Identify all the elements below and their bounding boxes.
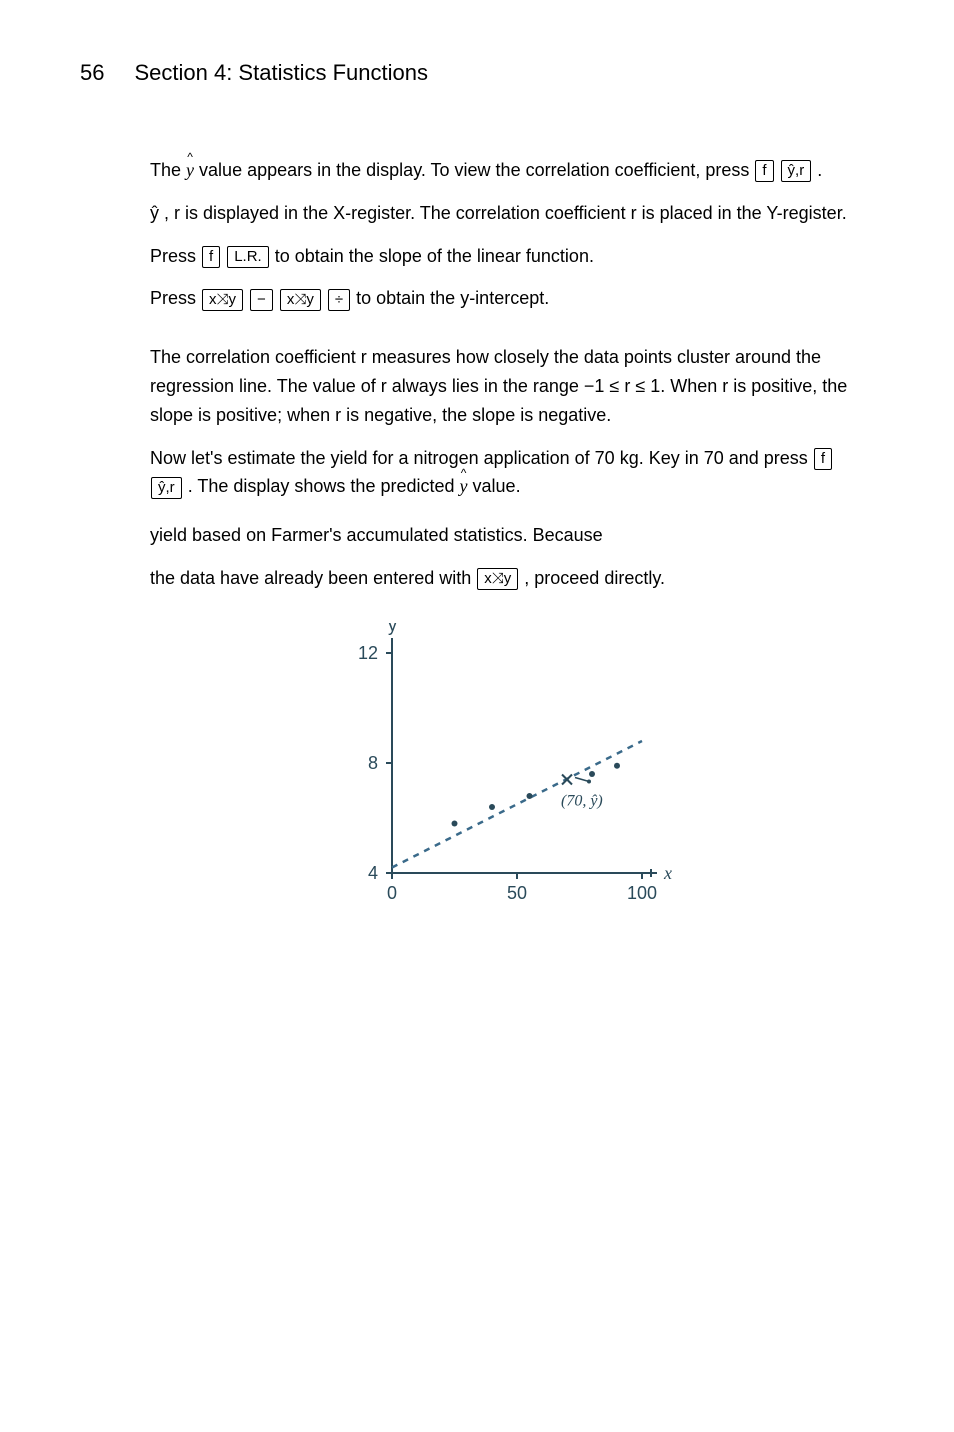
svg-text:4: 4 bbox=[368, 863, 378, 883]
text: value appears in the display. To view th… bbox=[199, 160, 754, 180]
key-minus: − bbox=[250, 289, 273, 311]
svg-text:y: y bbox=[388, 623, 397, 635]
text: Now let's estimate the yield for a nitro… bbox=[150, 448, 813, 468]
text: yield based on Farmer's accumulated stat… bbox=[150, 525, 603, 545]
svg-text:50: 50 bbox=[507, 883, 527, 903]
svg-text:8: 8 bbox=[368, 753, 378, 773]
paragraph-3: Press f L.R. to obtain the slope of the … bbox=[150, 242, 854, 271]
key-f: f bbox=[202, 246, 220, 268]
paragraph-7: yield based on Farmer's accumulated stat… bbox=[150, 521, 854, 550]
svg-text:12: 12 bbox=[358, 643, 378, 663]
le-symbol: ≤ bbox=[609, 376, 619, 396]
key-f: f bbox=[755, 160, 773, 182]
text: Press bbox=[150, 246, 201, 266]
paragraph-6: Now let's estimate the yield for a nitro… bbox=[150, 444, 854, 502]
key-lr: L.R. bbox=[227, 246, 269, 268]
chart-svg: 0 50 100 4 8 12 x y (70, ŷ) bbox=[332, 623, 672, 923]
text: value. bbox=[473, 476, 521, 496]
text: ŷ , r is displayed in the X-register. Th… bbox=[150, 203, 847, 223]
key-xswap: x⤨y bbox=[477, 568, 518, 590]
page-header: 56 Section 4: Statistics Functions bbox=[80, 60, 854, 86]
text: The bbox=[150, 160, 186, 180]
text: . The display shows the predicted bbox=[188, 476, 460, 496]
svg-text:x: x bbox=[663, 863, 672, 883]
paragraph-8: the data have already been entered with … bbox=[150, 564, 854, 593]
text: to obtain the slope of the linear functi… bbox=[275, 246, 594, 266]
text: the data have already been entered with bbox=[150, 568, 476, 588]
yhat-symbol: ^y bbox=[186, 156, 194, 185]
key-xswap: x⤨y bbox=[202, 289, 243, 311]
paragraph-2: ŷ , r is displayed in the X-register. Th… bbox=[150, 199, 854, 228]
key-xswap: x⤨y bbox=[280, 289, 321, 311]
yhat-symbol: ^y bbox=[460, 472, 468, 501]
key-divide: ÷ bbox=[328, 289, 350, 311]
le-symbol: ≤ bbox=[635, 376, 645, 396]
paragraph-4: Press x⤨y − x⤨y ÷ to obtain the y-interc… bbox=[150, 284, 854, 313]
svg-text:100: 100 bbox=[627, 883, 657, 903]
section-title: Section 4: Statistics Functions bbox=[134, 60, 427, 86]
paragraph-1: The ^y value appears in the display. To … bbox=[150, 156, 854, 185]
text: Press bbox=[150, 288, 201, 308]
text: , proceed directly. bbox=[524, 568, 665, 588]
paragraph-5: The correlation coefficient r measures h… bbox=[150, 343, 854, 429]
key-yhat-r: ŷ,r bbox=[151, 477, 182, 499]
text: r bbox=[624, 376, 635, 396]
svg-text:(70, ŷ): (70, ŷ) bbox=[561, 792, 603, 809]
page-number: 56 bbox=[80, 60, 104, 86]
regression-chart: 0 50 100 4 8 12 x y (70, ŷ) bbox=[150, 623, 854, 923]
text: . bbox=[817, 160, 822, 180]
key-f: f bbox=[814, 448, 832, 470]
text: to obtain the y-intercept. bbox=[356, 288, 549, 308]
key-yhat-r: ŷ,r bbox=[781, 160, 812, 182]
svg-text:0: 0 bbox=[387, 883, 397, 903]
page-body: The ^y value appears in the display. To … bbox=[150, 156, 854, 923]
